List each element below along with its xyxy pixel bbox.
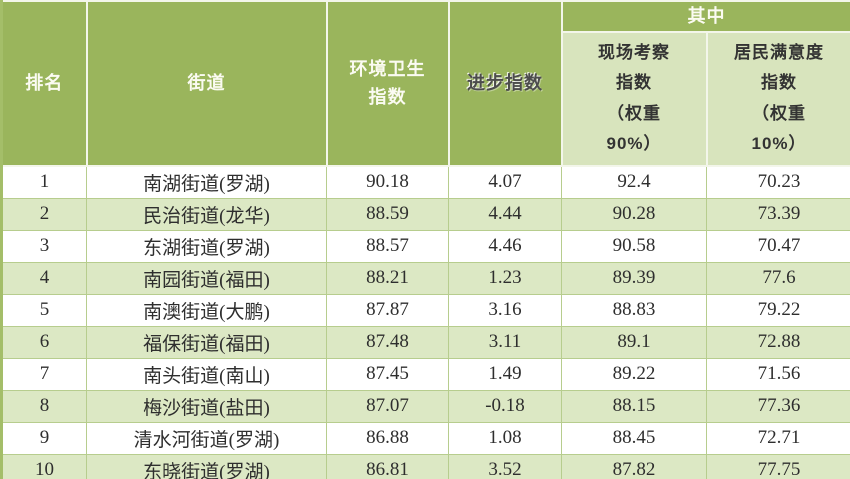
env-index-cell: 88.21 [326, 261, 449, 295]
street-cell: 东湖街道(罗湖) [86, 229, 327, 263]
rank-cell: 5 [1, 293, 87, 327]
progress-cell: 1.23 [448, 261, 562, 295]
street-cell: 南湖街道(罗湖) [86, 165, 327, 199]
progress-cell: 3.52 [448, 453, 562, 479]
street-cell: 南头街道(南山) [86, 357, 327, 391]
resident-cell: 79.22 [706, 293, 850, 327]
table-row: 5 南澳街道(大鹏) 87.87 3.16 88.83 79.22 [1, 293, 850, 327]
header-onsite-index: 现场考察 指数 （权重 90%） [560, 30, 708, 167]
street-cell: 南澳街道(大鹏) [86, 293, 327, 327]
progress-cell: 4.07 [448, 165, 562, 199]
resident-cell: 77.36 [706, 389, 850, 423]
rank-cell: 6 [1, 325, 87, 359]
rank-cell: 8 [1, 389, 87, 423]
rank-cell: 4 [1, 261, 87, 295]
onsite-cell: 89.1 [561, 325, 707, 359]
table-row: 3 东湖街道(罗湖) 88.57 4.46 90.58 70.47 [1, 229, 850, 263]
street-cell: 福保街道(福田) [86, 325, 327, 359]
resident-cell: 72.88 [706, 325, 850, 359]
onsite-cell: 89.39 [561, 261, 707, 295]
rank-cell: 3 [1, 229, 87, 263]
street-cell: 东晓街道(罗湖) [86, 453, 327, 479]
resident-cell: 77.6 [706, 261, 850, 295]
env-index-cell: 88.57 [326, 229, 449, 263]
rank-cell: 7 [1, 357, 87, 391]
resident-cell: 77.75 [706, 453, 850, 479]
rank-cell: 2 [1, 197, 87, 231]
onsite-cell: 89.22 [561, 357, 707, 391]
header-among: 其中 [560, 0, 850, 33]
street-cell: 南园街道(福田) [86, 261, 327, 295]
rank-cell: 9 [1, 421, 87, 455]
onsite-cell: 90.58 [561, 229, 707, 263]
onsite-cell: 88.83 [561, 293, 707, 327]
env-index-cell: 86.81 [326, 453, 449, 479]
onsite-cell: 88.15 [561, 389, 707, 423]
resident-cell: 73.39 [706, 197, 850, 231]
progress-cell: 3.11 [448, 325, 562, 359]
env-index-cell: 87.45 [326, 357, 449, 391]
table-header: 排名 街道 环境卫生 指数 进步指数 其中 现场考察 指数 （权重 90%） 居… [0, 0, 850, 167]
table-row: 9 清水河街道(罗湖) 86.88 1.08 88.45 72.71 [1, 421, 850, 455]
table-body: 1 南湖街道(罗湖) 90.18 4.07 92.4 70.23 2 民治街道(… [1, 165, 850, 479]
resident-cell: 71.56 [706, 357, 850, 391]
env-index-cell: 86.88 [326, 421, 449, 455]
table-row: 1 南湖街道(罗湖) 90.18 4.07 92.4 70.23 [1, 165, 850, 199]
progress-cell: 4.44 [448, 197, 562, 231]
onsite-cell: 87.82 [561, 453, 707, 479]
street-cell: 民治街道(龙华) [86, 197, 327, 231]
env-index-cell: 90.18 [326, 165, 449, 199]
header-progress: 进步指数 [447, 0, 563, 167]
rank-cell: 10 [1, 453, 87, 479]
env-index-cell: 87.48 [326, 325, 449, 359]
resident-cell: 70.47 [706, 229, 850, 263]
table-row: 10 东晓街道(罗湖) 86.81 3.52 87.82 77.75 [1, 453, 850, 479]
progress-cell: 3.16 [448, 293, 562, 327]
rank-cell: 1 [1, 165, 87, 199]
resident-cell: 72.71 [706, 421, 850, 455]
table-row: 6 福保街道(福田) 87.48 3.11 89.1 72.88 [1, 325, 850, 359]
street-cell: 清水河街道(罗湖) [86, 421, 327, 455]
env-index-cell: 88.59 [326, 197, 449, 231]
header-resident-index: 居民满意度 指数 （权重 10%） [705, 30, 850, 167]
progress-cell: -0.18 [448, 389, 562, 423]
header-rank: 排名 [0, 0, 88, 167]
env-index-cell: 87.07 [326, 389, 449, 423]
header-street: 街道 [85, 0, 328, 167]
table-row: 4 南园街道(福田) 88.21 1.23 89.39 77.6 [1, 261, 850, 295]
onsite-cell: 88.45 [561, 421, 707, 455]
onsite-cell: 90.28 [561, 197, 707, 231]
header-env-index: 环境卫生 指数 [325, 0, 450, 167]
resident-cell: 70.23 [706, 165, 850, 199]
table-row: 7 南头街道(南山) 87.45 1.49 89.22 71.56 [1, 357, 850, 391]
progress-cell: 1.08 [448, 421, 562, 455]
onsite-cell: 92.4 [561, 165, 707, 199]
street-cell: 梅沙街道(盐田) [86, 389, 327, 423]
progress-cell: 4.46 [448, 229, 562, 263]
table-row: 2 民治街道(龙华) 88.59 4.44 90.28 73.39 [1, 197, 850, 231]
progress-cell: 1.49 [448, 357, 562, 391]
table-row: 8 梅沙街道(盐田) 87.07 -0.18 88.15 77.36 [1, 389, 850, 423]
env-index-cell: 87.87 [326, 293, 449, 327]
